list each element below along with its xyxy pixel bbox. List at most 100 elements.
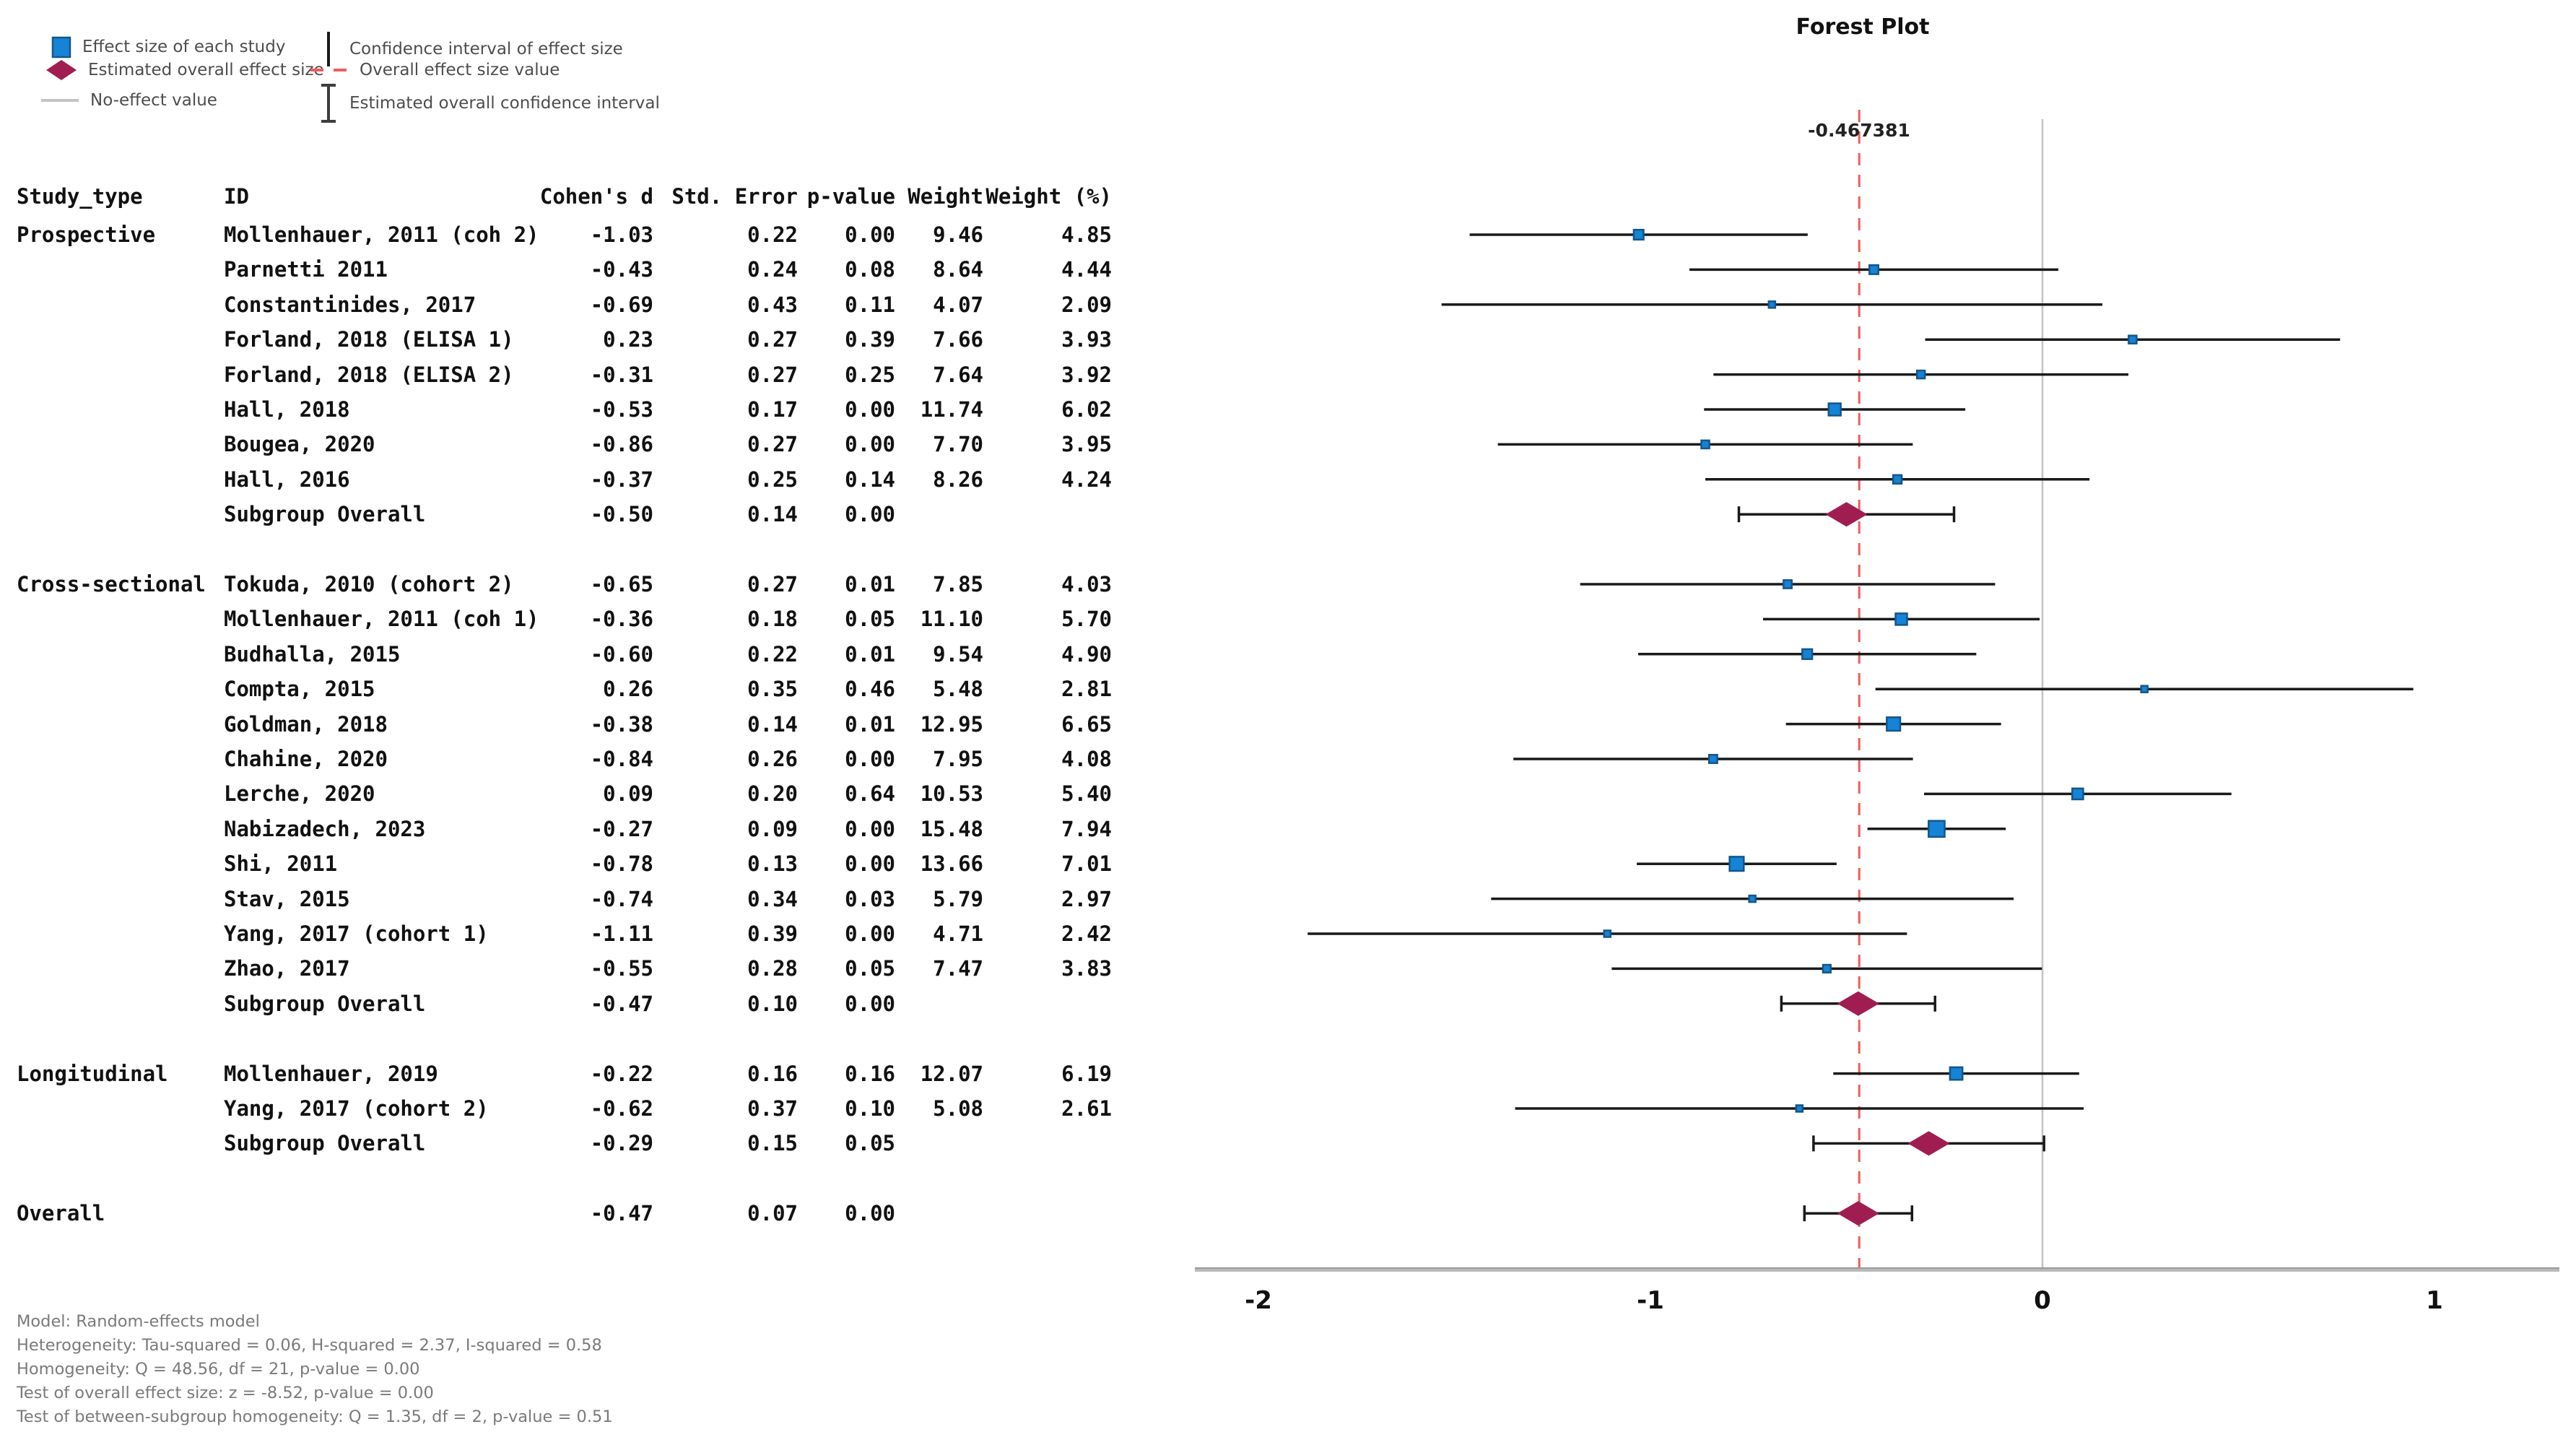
cell-id: Bougea, 2020 [224, 432, 375, 457]
cell-p_value: 0.05 [845, 607, 895, 632]
cell-weight_pct: 7.94 [1061, 816, 1112, 841]
effect-size-square [1707, 754, 1718, 764]
cell-weight: 12.95 [920, 711, 983, 737]
cell-std_error: 0.22 [747, 641, 798, 667]
cell-id: Forland, 2018 (ELISA 2) [224, 362, 514, 387]
overall-effect-value-label: -0.467381 [1808, 120, 1910, 141]
cell-p_value: 0.00 [845, 222, 895, 247]
cell-p_value: 0.00 [845, 851, 895, 877]
cell-std_error: 0.14 [747, 711, 798, 737]
cell-std_error: 0.39 [747, 921, 798, 946]
cell-p_value: 0.03 [845, 886, 895, 911]
effect-size-square [2128, 334, 2138, 344]
cell-std_error: 0.27 [747, 327, 798, 352]
legend-item-ci: Confidence interval of effect size [318, 29, 623, 69]
cell-cohens_d: -0.37 [590, 467, 653, 492]
cell-id: Mollenhauer, 2019 [224, 1061, 438, 1086]
cell-cohens_d: -0.50 [590, 502, 653, 527]
cell-weight_pct: 6.19 [1061, 1061, 1112, 1086]
cell-weight_pct: 4.44 [1061, 257, 1112, 282]
overall-diamond [1825, 502, 1868, 527]
cell-id: Tokuda, 2010 (cohort 2) [224, 572, 514, 596]
blue-square-icon [51, 36, 71, 58]
cell-std_error: 0.16 [747, 1061, 798, 1086]
model-notes: Model: Random-effects model Heterogeneity… [17, 1310, 613, 1429]
cell-weight: 9.46 [933, 222, 983, 247]
cell-std_error: 0.35 [747, 677, 798, 702]
cell-weight_pct: 2.81 [1061, 677, 1112, 702]
cell-group: Prospective [17, 222, 156, 247]
effect-size-square [1894, 612, 1908, 626]
cell-id: Budhalla, 2015 [224, 641, 401, 667]
cell-cohens_d: -0.31 [590, 362, 653, 387]
gray-line-icon [41, 99, 79, 102]
cell-std_error: 0.27 [747, 432, 798, 457]
cell-id: Goldman, 2018 [224, 711, 388, 737]
cell-cohens_d: -0.22 [590, 1061, 653, 1086]
cell-cohens_d: -0.27 [590, 816, 653, 841]
cell-p_value: 0.39 [845, 327, 895, 352]
effect-size-square [1892, 474, 1903, 485]
effect-size-square [1949, 1066, 1964, 1081]
cell-std_error: 0.10 [747, 991, 798, 1016]
cell-group [17, 951, 219, 986]
black-vertical-bar-icon [327, 32, 330, 66]
cell-id: Forland, 2018 (ELISA 1) [224, 327, 514, 352]
cell-id: Stav, 2015 [224, 886, 350, 911]
cell-p_value: 0.00 [845, 921, 895, 946]
cell-id: Chahine, 2020 [224, 747, 388, 771]
cell-std_error: 0.37 [747, 1096, 798, 1121]
legend-label: Effect size of each study [82, 38, 286, 56]
cell-id: Shi, 2011 [224, 851, 338, 877]
cell-p_value: p-value [806, 184, 895, 209]
cell-cohens_d: -0.43 [590, 257, 653, 282]
cell-group: Overall [17, 1201, 105, 1226]
cell-weight: 11.74 [920, 397, 983, 422]
cell-std_error: 0.25 [747, 467, 798, 492]
cell-weight [846, 1196, 983, 1231]
effect-size-square [1886, 716, 1902, 732]
cell-weight_pct: 2.97 [1061, 886, 1112, 911]
cell-weight_pct [975, 497, 1112, 531]
cell-id: Subgroup Overall [224, 1131, 426, 1156]
legend-label: Estimated overall effect size [88, 61, 324, 79]
cell-weight_pct: Weight (%) [985, 184, 1112, 209]
cell-cohens_d: -0.65 [590, 572, 653, 596]
cell-std_error: 0.09 [747, 816, 798, 841]
x-tick-label: 1 [2426, 1286, 2443, 1315]
cell-weight: 13.66 [920, 851, 983, 877]
legend-label: Overall effect size value [360, 61, 560, 79]
overall-diamond [1837, 991, 1879, 1016]
cell-weight: 7.47 [933, 956, 983, 981]
cell-cohens_d: -0.84 [590, 747, 653, 771]
red-dashed-line-icon [310, 69, 348, 71]
cell-group [17, 742, 219, 776]
cell-std_error: 0.34 [747, 886, 798, 911]
cell-id: Subgroup Overall [224, 991, 426, 1016]
cell-weight: 8.26 [933, 467, 983, 492]
cell-p_value: 0.64 [845, 781, 895, 807]
cell-weight_pct: 2.61 [1061, 1096, 1112, 1121]
cell-group [17, 812, 219, 846]
effect-size-square [1868, 264, 1879, 275]
cell-weight: 5.79 [933, 886, 983, 911]
cell-std_error: 0.13 [747, 851, 798, 877]
cell-cohens_d: -0.55 [590, 956, 653, 981]
legend-item-no-effect: No-effect value [40, 88, 217, 113]
cell-group [17, 252, 219, 287]
cell-p_value: 0.46 [845, 677, 895, 702]
cell-std_error: 0.20 [747, 781, 798, 807]
cell-weight: 12.07 [920, 1061, 983, 1086]
legend-label: Estimated overall confidence interval [349, 94, 660, 113]
cell-group [17, 1126, 219, 1160]
cell-group [17, 602, 219, 636]
cell-id: Yang, 2017 (cohort 1) [224, 921, 489, 946]
cell-group [17, 707, 219, 742]
overall-diamond [1907, 1131, 1950, 1156]
legend-label: No-effect value [90, 91, 217, 110]
cell-cohens_d: -0.29 [590, 1131, 653, 1156]
x-tick-label: -2 [1245, 1286, 1272, 1315]
cell-weight_pct: 3.93 [1061, 327, 1112, 352]
model-note-line: Homogeneity: Q = 48.56, df = 21, p-value… [17, 1360, 420, 1379]
